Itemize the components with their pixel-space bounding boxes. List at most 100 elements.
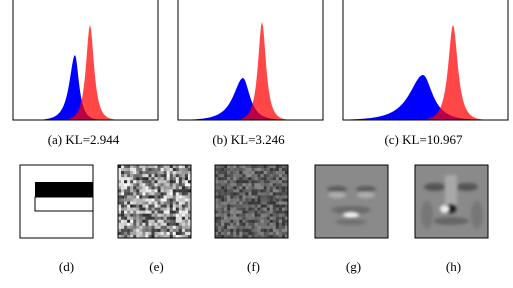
noise-pixel (121, 205, 124, 208)
noise-pixel (179, 168, 182, 171)
noise-pixel (173, 177, 176, 180)
noise-pixel (218, 168, 221, 171)
noise-pixel (248, 232, 251, 235)
noise-pixel (151, 192, 154, 195)
noise-pixel (164, 198, 167, 201)
noise-pixel (136, 192, 139, 195)
noise-pixel (136, 183, 139, 186)
noise-pixel (167, 211, 170, 214)
noise-pixel (279, 198, 282, 201)
noise-pixel (173, 226, 176, 229)
noise-pixel (282, 168, 285, 171)
noise-pixel (258, 223, 261, 226)
noise-pixel (255, 180, 258, 183)
noise-pixel (130, 229, 133, 232)
noise-pixel (124, 174, 127, 177)
noise-pixel (279, 177, 282, 180)
noise-pixel (173, 189, 176, 192)
noise-pixel (185, 202, 188, 205)
noise-pixel (161, 192, 164, 195)
noise-pixel (245, 195, 248, 198)
noise-pixel (227, 214, 230, 217)
noise-pixel (227, 189, 230, 192)
noise-pixel (282, 214, 285, 217)
noise-pixel (136, 217, 139, 220)
noise-pixel (252, 232, 255, 235)
noise-pixel (227, 223, 230, 226)
noise-pixel (145, 223, 148, 226)
noise-pixel (182, 189, 185, 192)
noise-pixel (227, 232, 230, 235)
noise-pixel (173, 186, 176, 189)
noise-pixel (121, 208, 124, 211)
noise-pixel (127, 211, 130, 214)
noise-pixel (139, 180, 142, 183)
noise-pixel (264, 232, 267, 235)
noise-pixel (264, 192, 267, 195)
panel-caption: (f) (247, 259, 260, 274)
noise-pixel (233, 180, 236, 183)
face-feature (456, 183, 478, 191)
noise-pixel (282, 183, 285, 186)
noise-pixel (124, 189, 127, 192)
noise-pixel (127, 183, 130, 186)
noise-pixel (264, 208, 267, 211)
noise-pixel (267, 220, 270, 223)
noise-pixel (151, 183, 154, 186)
noise-pixel (173, 205, 176, 208)
noise-pixel (245, 229, 248, 232)
noise-pixel (261, 189, 264, 192)
noise-pixel (161, 214, 164, 217)
noise-pixel (182, 198, 185, 201)
noise-pixel (273, 229, 276, 232)
panel-caption: (c) KL=10.967 (384, 132, 463, 147)
noise-pixel (173, 198, 176, 201)
noise-pixel (182, 202, 185, 205)
noise-pixel (151, 195, 154, 198)
noise-pixel (176, 180, 179, 183)
noise-pixel (267, 232, 270, 235)
noise-pixel (173, 220, 176, 223)
noise-pixel (158, 198, 161, 201)
noise-pixel (242, 189, 245, 192)
noise-pixel (270, 195, 273, 198)
noise-pixel (121, 177, 124, 180)
noise-pixel (139, 214, 142, 217)
noise-pixel (136, 198, 139, 201)
noise-pixel (124, 171, 127, 174)
noise-pixel (270, 186, 273, 189)
noise-pixel (242, 229, 245, 232)
noise-pixel (224, 214, 227, 217)
noise-pixel (239, 198, 242, 201)
noise-pixel (276, 208, 279, 211)
noise-pixel (139, 211, 142, 214)
noise-pixel (242, 208, 245, 211)
noise-pixel (142, 220, 145, 223)
noise-pixel (236, 186, 239, 189)
noise-pixel (230, 226, 233, 229)
noise-pixel (273, 183, 276, 186)
noise-pixel (255, 174, 258, 177)
noise-pixel (139, 217, 142, 220)
noise-pixel (273, 192, 276, 195)
noise-pixel (267, 223, 270, 226)
noise-pixel (255, 211, 258, 214)
noise-pixel (182, 229, 185, 232)
noise-pixel (282, 229, 285, 232)
noise-pixel (127, 186, 130, 189)
noise-pixel (179, 232, 182, 235)
noise-pixel (258, 177, 261, 180)
image-panel (215, 165, 288, 238)
noise-pixel (155, 205, 158, 208)
face-feature (328, 192, 346, 198)
face-feature (445, 175, 457, 205)
noise-pixel (121, 211, 124, 214)
noise-pixel (151, 217, 154, 220)
noise-pixel (161, 183, 164, 186)
noise-pixel (245, 232, 248, 235)
noise-pixel (164, 168, 167, 171)
noise-pixel (173, 208, 176, 211)
noise-pixel (224, 183, 227, 186)
noise-pixel (276, 205, 279, 208)
noise-pixel (185, 211, 188, 214)
